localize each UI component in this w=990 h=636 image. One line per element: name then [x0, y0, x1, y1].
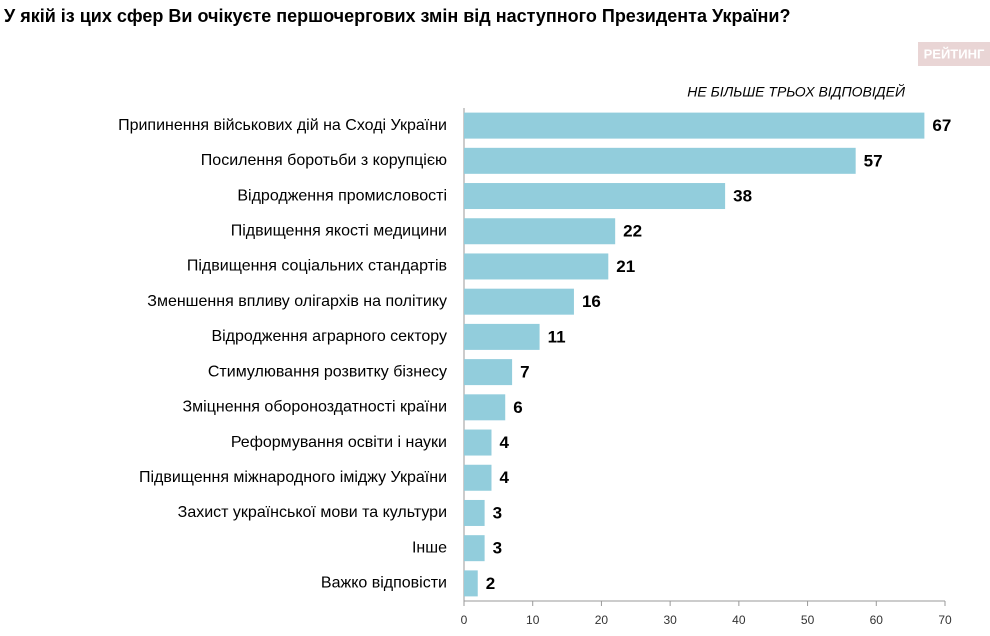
y-tick-label: Інше — [412, 539, 447, 556]
x-tick-label: 40 — [732, 613, 746, 627]
bar — [464, 288, 574, 315]
value-label: 16 — [582, 292, 601, 311]
y-tick-label: Важко відповісти — [321, 575, 447, 592]
bar — [464, 464, 492, 491]
y-tick-label: Зміцнення обороноздатності країни — [183, 399, 447, 416]
subtitle: НЕ БІЛЬШЕ ТРЬОХ ВІДПОВІДЕЙ — [687, 83, 906, 100]
y-tick-label: Підвищення міжнародного іміджу України — [139, 469, 447, 486]
value-label: 22 — [623, 222, 642, 241]
logo: РЕЙТИНГ — [924, 46, 985, 61]
bar — [464, 359, 513, 386]
value-label: 7 — [520, 363, 529, 382]
bar — [464, 535, 485, 562]
x-tick-label: 30 — [663, 613, 677, 627]
logo-box — [918, 42, 990, 66]
y-tick-label: Відродження промисловості — [237, 187, 447, 204]
bar — [464, 253, 609, 280]
bar — [464, 183, 726, 210]
value-label: 67 — [932, 116, 951, 135]
y-tick-label: Стимулювання розвитку бізнесу — [208, 363, 447, 380]
x-tick-label: 10 — [526, 613, 540, 627]
x-tick-label: 60 — [870, 613, 884, 627]
bar — [464, 147, 856, 174]
value-label: 2 — [486, 574, 495, 593]
y-tick-label: Підвищення якості медицини — [231, 222, 447, 239]
y-tick-label: Зменшення впливу олігархів на політику — [147, 293, 447, 310]
value-label: 6 — [513, 398, 522, 417]
x-tick-label: 0 — [461, 613, 468, 627]
value-label: 3 — [493, 539, 502, 558]
y-tick-label: Реформування освіти і науки — [231, 434, 447, 451]
x-tick-label: 70 — [938, 613, 952, 627]
y-tick-label: Припинення військових дій на Сході Украї… — [118, 117, 447, 134]
value-label: 3 — [493, 503, 502, 522]
value-label: 4 — [499, 433, 509, 452]
value-label: 4 — [499, 468, 509, 487]
value-label: 11 — [548, 327, 566, 346]
bar — [464, 394, 506, 421]
value-label: 21 — [616, 257, 635, 276]
bar — [464, 570, 478, 597]
y-tick-label: Підвищення соціальних стандартів — [187, 258, 447, 275]
value-label: 57 — [864, 151, 883, 170]
bar — [464, 429, 492, 456]
y-tick-label: Захист української мови та культури — [178, 504, 447, 521]
bar — [464, 112, 925, 139]
bar — [464, 499, 485, 526]
x-tick-label: 50 — [801, 613, 815, 627]
y-tick-label: Посилення боротьби з корупцією — [201, 152, 447, 169]
x-tick-label: 20 — [595, 613, 609, 627]
bar — [464, 323, 540, 350]
y-tick-label: Відродження аграрного сектору — [211, 328, 447, 345]
bar — [464, 218, 616, 245]
value-label: 38 — [733, 187, 752, 206]
chart-title: У якій із цих сфер Ви очікуєте першочерг… — [4, 6, 791, 26]
